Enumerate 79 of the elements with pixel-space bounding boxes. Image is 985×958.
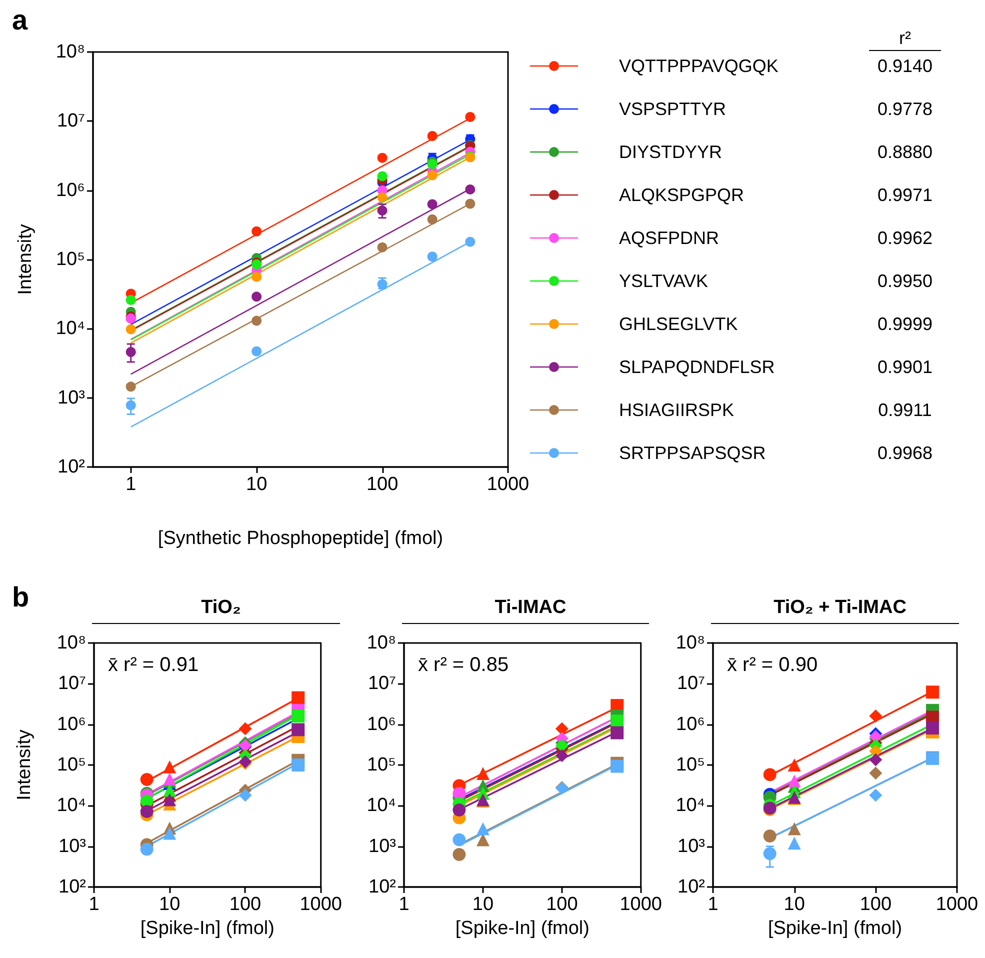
y-tick-label: 10² — [58, 876, 86, 898]
y-tick-label: 10⁵ — [676, 754, 705, 776]
x-axis-title: [Spike-In] (fmol) — [455, 918, 590, 939]
y-tick-label: 10⁴ — [676, 795, 705, 816]
text: 0.9962 — [877, 228, 933, 248]
x-tick-label: 1 — [398, 894, 410, 915]
chart-title: TiO₂ — [201, 597, 241, 618]
x-tick-label: 100 — [229, 894, 262, 915]
text: 0.9911 — [878, 400, 932, 420]
y-tick-label: 10³ — [58, 387, 85, 408]
y-tick-label: 10⁴ — [56, 318, 85, 340]
legend-label: SRTPPSAPSQSR — [619, 443, 766, 463]
x-tick-label: 10 — [472, 894, 494, 915]
y-tick-label: 10⁴ — [366, 795, 396, 816]
text: 0.9971 — [877, 185, 933, 205]
y-tick-label: 10⁶ — [367, 714, 396, 735]
legend-label: ALQKSPGPQR — [619, 185, 744, 205]
x-tick-label: 10 — [784, 894, 805, 915]
legend-label: HSIAGIIRSPK — [619, 400, 734, 420]
y-tick-label: 10⁶ — [56, 180, 85, 201]
y-axis-title: Intensity — [14, 729, 35, 800]
y-tick-label: 10² — [58, 456, 85, 478]
x-tick-label: 100 — [366, 474, 398, 495]
legend-label: DIYSTDYYR — [619, 142, 722, 162]
chart-title: Ti-IMAC — [494, 597, 566, 618]
legend-title: r² — [899, 28, 911, 48]
legend-label: VQTTPPPAVQGQK — [619, 56, 778, 76]
y-tick-label: 10⁸ — [676, 632, 705, 654]
annotation: x̄ r² = 0.91 — [108, 654, 199, 676]
y-tick-label: 10⁶ — [57, 714, 86, 735]
y-axis-title: Intensity — [15, 224, 36, 295]
x-tick-label: 1000 — [486, 474, 530, 495]
y-tick-label: 10⁸ — [366, 632, 396, 654]
y-tick-label: 10² — [678, 876, 705, 898]
x-tick-label: 1 — [708, 894, 718, 915]
y-tick-label: 10⁵ — [56, 249, 85, 270]
legend-label: VSPSPTTYR — [619, 99, 726, 119]
y-tick-label: 10³ — [678, 836, 705, 857]
x-tick-label: 1000 — [620, 894, 662, 915]
y-tick-label: 10⁸ — [56, 632, 86, 654]
text: 0.9999 — [877, 314, 933, 334]
y-tick-label: 10³ — [58, 836, 86, 857]
text: 0.9950 — [877, 271, 933, 291]
text: a — [12, 4, 28, 36]
annotation: x̄ r² = 0.90 — [727, 654, 818, 676]
x-tick-label: 1000 — [936, 894, 978, 915]
chart-title: TiO₂ + Ti-IMAC — [774, 597, 907, 618]
text: b — [12, 582, 30, 612]
legend-label: AQSFPDNR — [619, 228, 720, 248]
x-tick-label: 100 — [546, 894, 578, 915]
y-tick-label: 10⁷ — [56, 110, 86, 132]
x-tick-label: 10 — [246, 474, 268, 495]
y-tick-label: 10⁵ — [366, 754, 396, 776]
y-tick-label: 10⁷ — [368, 673, 396, 694]
x-tick-label: 1000 — [300, 894, 342, 915]
y-tick-label: 10⁴ — [56, 795, 86, 816]
legend-label: SLPAPQDNDFLSR — [619, 357, 775, 377]
text: 0.9968 — [877, 443, 933, 463]
y-tick-label: 10⁷ — [676, 673, 706, 694]
x-tick-label: 1 — [126, 474, 136, 495]
text: 0.9901 — [877, 357, 933, 377]
x-axis-title: [Spike-In] (fmol) — [140, 918, 274, 939]
legend-label: GHLSEGLVTK — [619, 314, 738, 334]
text: 0.8880 — [877, 142, 933, 162]
x-tick-label: 100 — [860, 894, 892, 915]
x-axis-title: [Spike-In] (fmol) — [768, 918, 902, 939]
y-tick-label: 10⁷ — [58, 673, 86, 694]
legend-label: YSLTVAVK — [619, 271, 708, 291]
y-tick-label: 10³ — [368, 836, 396, 857]
y-tick-label: 10⁶ — [676, 714, 705, 735]
y-tick-label: 10² — [368, 876, 396, 898]
x-axis-title: [Synthetic Phosphopeptide] (fmol) — [158, 528, 444, 549]
text: 0.9778 — [877, 99, 933, 119]
text: 0.9140 — [877, 56, 933, 76]
y-tick-label: 10⁸ — [56, 42, 85, 62]
annotation: x̄ r² = 0.85 — [418, 654, 509, 676]
x-tick-label: 10 — [159, 894, 180, 915]
x-tick-label: 1 — [88, 894, 100, 915]
y-tick-label: 10⁵ — [56, 754, 86, 776]
